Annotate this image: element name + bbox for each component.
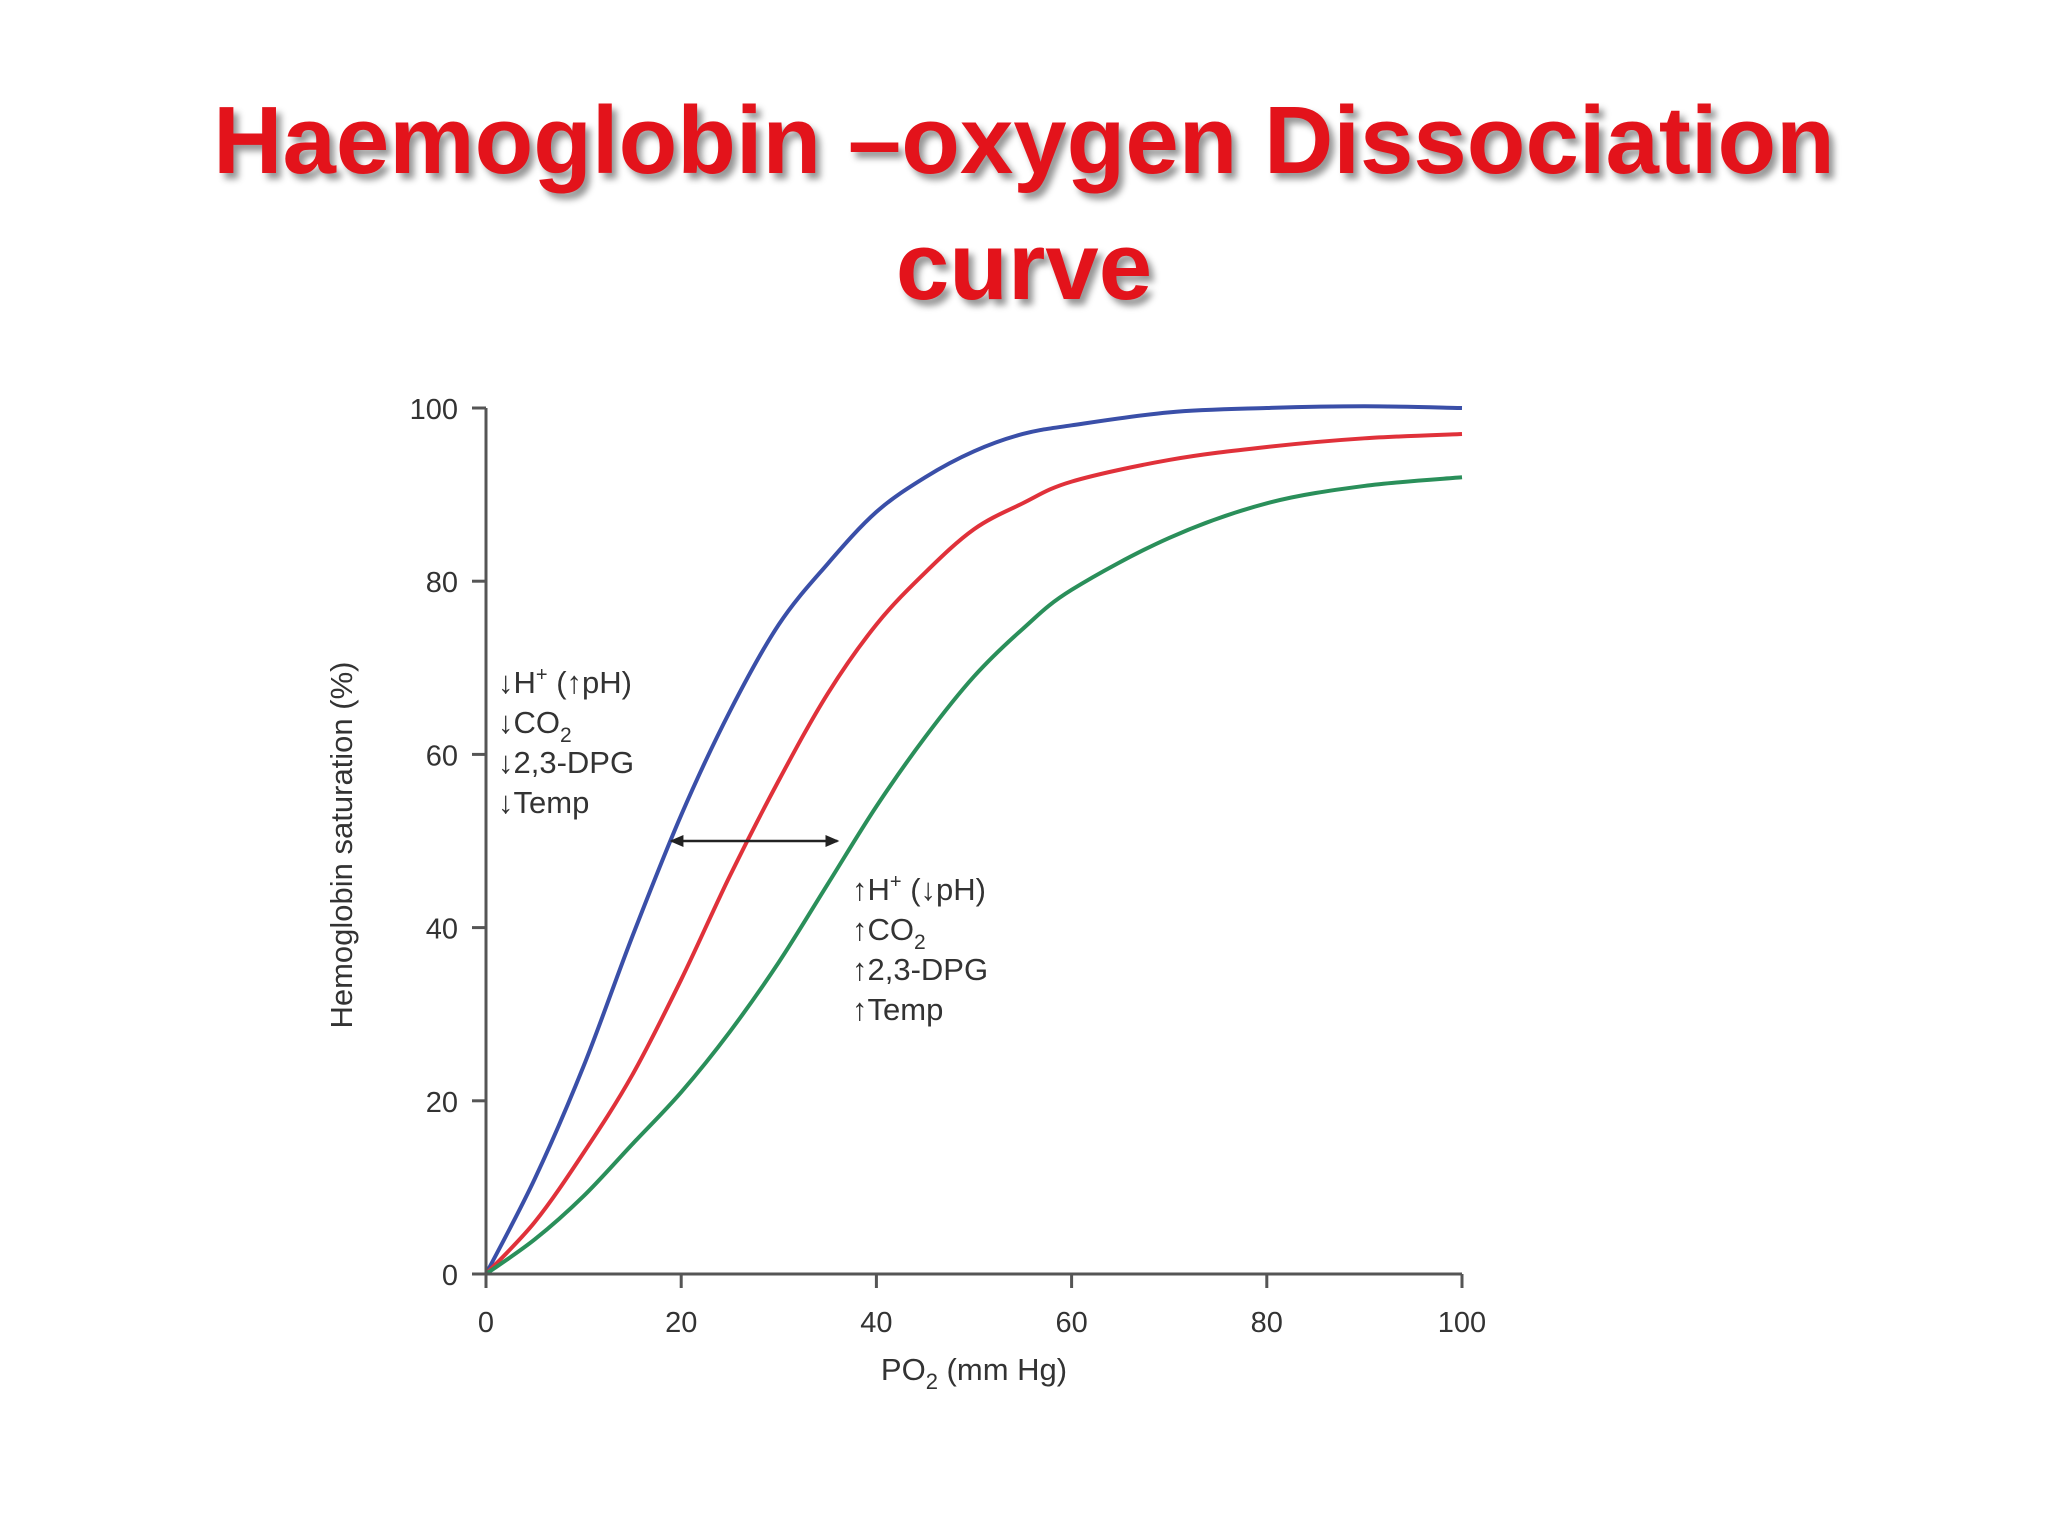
anno-label: 2,3-DPG	[868, 952, 989, 987]
x-axis-title-subscript: 2	[926, 1369, 938, 1394]
x-tick-label: 60	[1055, 1307, 1087, 1339]
y-axis-title: Hemoglobin saturation (%)	[324, 661, 359, 1028]
right-annotation-line: ↑Temp	[852, 992, 943, 1027]
anno-arrow: ↑	[852, 952, 868, 987]
anno-label: Temp	[514, 785, 590, 820]
anno-arrow: ↓	[498, 745, 514, 780]
x-tick-label: 40	[860, 1307, 892, 1339]
anno-arrow: ↑	[852, 912, 868, 947]
right-annotation-line: ↑2,3-DPG	[852, 952, 988, 987]
y-tick-label: 0	[442, 1260, 458, 1292]
anno-subscript: 2	[560, 724, 572, 747]
anno-rest: (↑pH)	[548, 665, 632, 700]
anno-label: CO	[868, 912, 915, 947]
x-axis-title-main: PO	[881, 1352, 926, 1387]
anno-label: Temp	[868, 992, 944, 1027]
slide-title-line-2: curve	[895, 213, 1153, 320]
anno-arrow: ↓	[498, 705, 514, 740]
anno-arrow: ↓	[498, 785, 514, 820]
x-tick-label: 0	[478, 1307, 494, 1339]
anno-arrow: ↓	[498, 665, 514, 700]
series-line-3	[484, 475, 1463, 1276]
x-tick-label: 80	[1251, 1307, 1283, 1339]
series-layer	[484, 404, 1463, 1276]
anno-label: CO	[514, 705, 561, 740]
slide-title: Haemoglobin –oxygen Dissociation curve	[0, 78, 2048, 330]
y-tick-label: 80	[426, 567, 458, 599]
anno-label: 2,3-DPG	[514, 745, 635, 780]
ticks-layer: 0 20 40 60 80 100 0 20 40 60 80 100	[410, 394, 1487, 1339]
left-annotation-line: ↓H+ (↑pH)	[498, 664, 632, 700]
anno-arrow: ↑	[852, 992, 868, 1027]
axes-layer	[484, 408, 1462, 1288]
x-tick-label: 20	[665, 1307, 697, 1339]
series-line-1	[484, 404, 1463, 1275]
left-annotation-line: ↓2,3-DPG	[498, 745, 634, 780]
anno-rest: (↓pH)	[902, 872, 986, 907]
anno-superscript: +	[536, 664, 548, 686]
y-tick-label: 60	[426, 740, 458, 772]
anno-label: H	[514, 665, 536, 700]
x-axis-title: PO2 (mm Hg)	[881, 1352, 1067, 1394]
y-tick-label: 100	[410, 394, 458, 426]
right-annotation-line: ↑CO2	[852, 912, 926, 954]
anno-subscript: 2	[914, 931, 926, 954]
annotation-layer: ↓H+ (↑pH)↓CO2↓2,3-DPG↓Temp↑H+ (↓pH)↑CO2↑…	[498, 664, 988, 1027]
left-annotation-line: ↓Temp	[498, 785, 589, 820]
right-annotation-line: ↑H+ (↓pH)	[852, 871, 986, 907]
y-tick-label: 40	[426, 914, 458, 946]
series-line-2	[484, 431, 1463, 1276]
anno-label: H	[868, 872, 890, 907]
left-annotation-line: ↓CO2	[498, 705, 572, 747]
anno-superscript: +	[890, 871, 902, 893]
y-tick-label: 20	[426, 1087, 458, 1119]
x-tick-label: 100	[1438, 1307, 1486, 1339]
slide-title-line-1: Haemoglobin –oxygen Dissociation	[213, 87, 1835, 194]
anno-arrow: ↑	[852, 872, 868, 907]
x-axis-title-rest: (mm Hg)	[938, 1352, 1067, 1387]
